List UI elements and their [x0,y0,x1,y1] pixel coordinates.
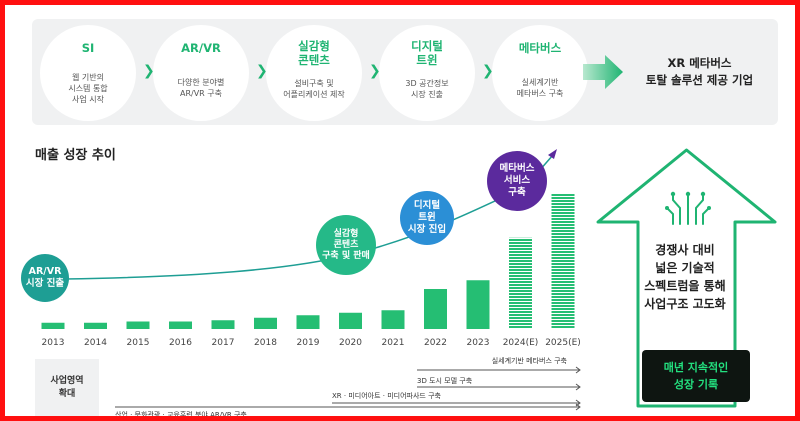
x-tick-label: 2025(E) [545,338,581,348]
x-tick-label: 2016 [169,338,192,348]
final-goal: XR 메타버스 토탈 솔루션 제공 기업 [645,56,754,87]
milestone-metaverse: 메타버스 서비스 구축 [487,151,547,211]
x-tick-label: 2017 [211,338,235,348]
stage-desc-line: 어플리케이션 제작 [283,90,345,99]
continuous-growth-badge: 매년 지속적인 성장 기록 [642,350,750,402]
x-tick-label: 2023 [466,338,490,348]
stage-title: 디지털 트윈 [411,39,443,67]
x-tick-label: 2013 [41,338,65,348]
stage-arvr: AR/VR 다양한 분야별 AR/VR 구축 [153,25,249,121]
stage-title: AR/VR [181,41,221,55]
scope-line-label: 산업 · 문화관광 · 교육훈련 분야 AR/VR 구축 [115,411,247,419]
stage-desc-line: 다양한 분야별 [177,78,225,87]
scope-line-label: 3D 도시 모델 구축 [417,377,473,385]
x-tick-label: 2014 [84,338,107,348]
stage-title: 메타버스 [518,41,562,55]
bar-2017 [211,320,235,329]
growth-up-arrow [596,148,777,408]
stage-metaverse: 메타버스 실세계기반 메타버스 구축 [492,25,588,121]
x-tick-label: 2020 [339,338,362,348]
bar-2014 [84,322,107,329]
bar-2024(E) [509,237,532,329]
bar-2018 [254,317,277,329]
x-tick-label: 2021 [381,338,405,348]
expansion-label: 사업영역 확대 [35,359,99,416]
stage-desc-line: AR/VR 구축 [179,89,223,98]
stage-desc-line: 설비구축 및 [294,79,334,88]
milestone-immersive: 실감형 콘텐츠 구축 및 판매 [316,215,376,275]
scope-line-label: XR · 미디어아트 · 미디어파사드 구축 [332,392,441,400]
stage-si: SI 웹 기반의 시스템 통합 사업 시작 [40,25,136,121]
big-arrow-right-icon [583,55,623,89]
revenue-chart [41,149,581,411]
stage-desc-line: 메타버스 구축 [516,89,564,98]
bar-2016 [169,321,192,329]
growth-trend-line [64,154,554,280]
bar-2023 [466,280,490,329]
bar-2013 [41,322,65,329]
chevron-right-icon: ❯ [482,63,494,79]
stage-title: SI [81,41,95,55]
stage-desc-line: 시스템 통합 [68,84,108,93]
bar-2022 [424,289,447,329]
competitive-advantage-text: 경쟁사 대비 넓은 기술적 스펙트럼을 통해 사업구조 고도화 [644,243,726,311]
x-tick-label: 2015 [126,338,150,348]
section-title: 매출 성장 추이 [35,148,116,163]
chevron-right-icon: ❯ [143,63,155,79]
network-growth-icon [665,191,711,225]
x-tick-label: 2018 [254,338,277,348]
stage-desc-line: 웹 기반의 [72,73,104,82]
x-tick-label: 2022 [424,338,447,348]
stage-immersive-content: 실감형 콘텐츠 설비구축 및 어플리케이션 제작 [266,25,362,121]
bar-2025(E) [551,194,575,329]
stage-desc-line: 사업 시작 [72,95,104,104]
x-tick-label: 2019 [296,338,320,348]
trend-arrowhead-icon [548,149,557,159]
chevron-right-icon: ❯ [369,63,381,79]
bar-2020 [339,312,362,329]
milestone-digital-twin: 디지털 트윈 시장 진입 [400,191,454,245]
x-tick-label: 2024(E) [502,338,539,348]
stage-title: 실감형 콘텐츠 [298,39,330,67]
stage-desc-line: 실세계기반 [521,78,559,87]
bar-2019 [296,315,320,329]
arrow-right-icon [575,366,581,374]
chevron-right-icon: ❯ [256,63,268,79]
stage-desc-line: 3D 공간정보 [405,79,449,88]
stage-desc-line: 시장 진출 [411,90,443,99]
bar-2015 [126,321,150,329]
arrow-right-icon [575,383,581,391]
milestone-arvr: AR/VR 시장 진출 [21,254,69,302]
arrow-right-icon [575,403,581,411]
stage-digital-twin: 디지털 트윈 3D 공간정보 시장 진출 [379,25,475,121]
bar-2021 [381,310,405,329]
scope-line-label: 실세계기반 메타버스 구축 [491,357,567,365]
